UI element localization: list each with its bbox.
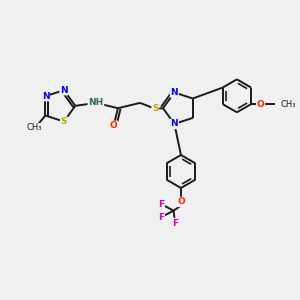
Text: O: O xyxy=(110,122,117,130)
Text: O: O xyxy=(177,197,185,206)
Text: N: N xyxy=(171,88,178,97)
Text: CH₃: CH₃ xyxy=(26,123,42,132)
Text: CH₃: CH₃ xyxy=(280,100,296,109)
Text: S: S xyxy=(152,104,159,113)
Text: F: F xyxy=(158,213,164,222)
Text: N: N xyxy=(42,92,49,101)
Text: S: S xyxy=(61,117,67,126)
Text: O: O xyxy=(257,100,265,109)
Text: N: N xyxy=(60,86,68,95)
Text: N: N xyxy=(171,119,178,128)
Text: F: F xyxy=(172,218,178,227)
Text: NH: NH xyxy=(88,98,103,107)
Text: F: F xyxy=(158,200,164,209)
